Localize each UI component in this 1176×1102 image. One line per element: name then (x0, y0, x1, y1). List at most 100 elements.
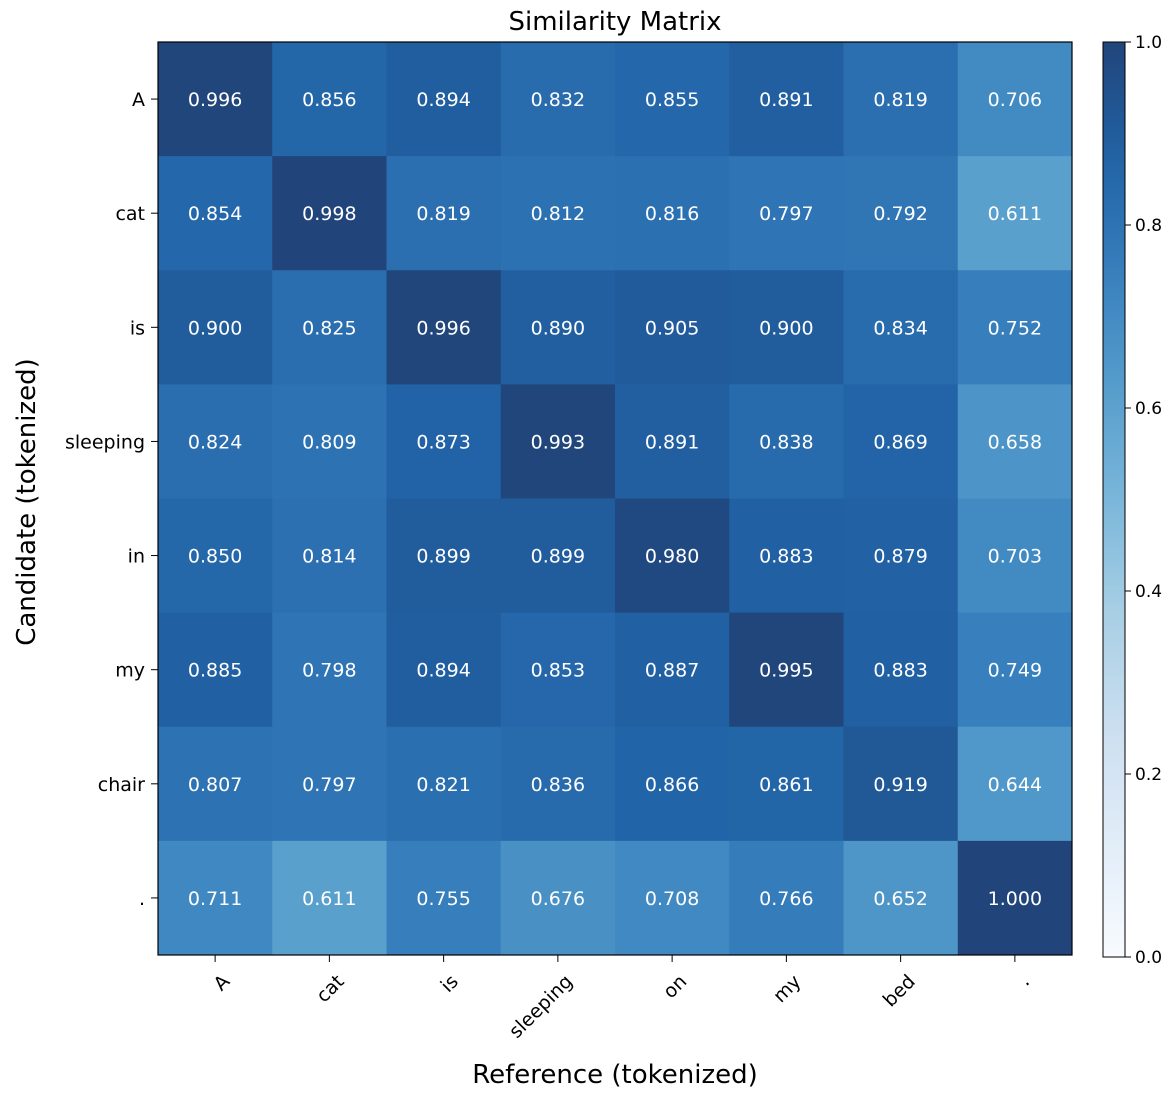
cell-value-label: 0.797 (759, 203, 813, 225)
colorbar-tick-label: 0.8 (1135, 216, 1162, 236)
cell-value-label: 0.883 (759, 546, 813, 568)
y-tick-label: is (130, 317, 145, 339)
heatmap-cell (729, 840, 844, 956)
cell-value-label: 0.838 (759, 431, 813, 453)
colorbar-tick-label: 0.2 (1135, 765, 1162, 785)
cell-value-label: 0.905 (645, 317, 699, 339)
cell-value-label: 0.873 (416, 431, 470, 453)
x-tick-label: cat (312, 971, 348, 1007)
cell-value-label: 0.996 (416, 317, 470, 339)
cell-value-label: 0.792 (873, 203, 927, 225)
y-tick-label: my (115, 660, 145, 682)
heatmap-cell (500, 270, 616, 385)
heatmap-cell (158, 270, 273, 385)
x-tick-label: is (436, 971, 462, 997)
x-tick-label: A (210, 971, 235, 996)
y-tick-label: cat (115, 203, 145, 225)
heatmap-cell (957, 42, 1073, 157)
heatmap-cell (158, 156, 273, 271)
cell-value-label: 0.900 (188, 317, 242, 339)
heatmap-cell (615, 156, 730, 271)
colorbar-gradient (1102, 41, 1126, 958)
cell-value-label: 0.711 (188, 888, 242, 910)
heatmap-cell (272, 42, 387, 157)
heatmap-cell (386, 726, 502, 842)
cell-value-label: 0.816 (645, 203, 699, 225)
heatmap-cell (729, 498, 844, 614)
heatmap-cell (500, 156, 616, 271)
y-tick-label: . (139, 888, 145, 910)
heatmap-cell (615, 726, 730, 842)
x-tick-label: on (659, 971, 691, 1003)
heatmap-cell (957, 840, 1073, 956)
cell-value-label: 0.836 (531, 774, 585, 796)
heatmap-cell (386, 612, 502, 728)
x-tick-label: . (1014, 971, 1034, 991)
cell-value-label: 0.676 (531, 888, 585, 910)
colorbar-tick-label: 0.0 (1135, 948, 1162, 968)
cell-value-label: 0.894 (416, 89, 470, 111)
cell-value-label: 0.899 (531, 546, 585, 568)
cell-value-label: 0.708 (645, 888, 699, 910)
y-tick-label: A (132, 89, 145, 111)
heatmap-cell (843, 498, 959, 614)
x-tick-label: sleeping (505, 971, 577, 1043)
heatmap-cell (957, 156, 1073, 271)
cell-value-label: 0.611 (988, 203, 1042, 225)
cell-value-label: 0.755 (416, 888, 470, 910)
heatmap-cell (386, 42, 502, 157)
cell-value-label: 0.856 (302, 89, 356, 111)
heatmap-cell (957, 384, 1073, 499)
heatmap-cell (843, 612, 959, 728)
cell-value-label: 0.749 (988, 660, 1042, 682)
heatmap-cell (272, 498, 387, 614)
heatmap-cell (843, 42, 959, 157)
heatmap-cell (386, 156, 502, 271)
cell-value-label: 0.998 (302, 203, 356, 225)
heatmap-cell (158, 384, 273, 499)
heatmap-cell (158, 726, 273, 842)
cell-value-label: 0.652 (873, 888, 927, 910)
cell-value-label: 0.807 (188, 774, 242, 796)
cell-value-label: 0.980 (645, 546, 699, 568)
heatmap-cell (158, 612, 273, 728)
cell-value-label: 0.855 (645, 89, 699, 111)
heatmap-cell (615, 270, 730, 385)
heatmap-cell (615, 42, 730, 157)
heatmap-cell (615, 612, 730, 728)
heatmap-cell (957, 612, 1073, 728)
cell-value-label: 0.883 (873, 660, 927, 682)
cell-value-label: 0.809 (302, 431, 356, 453)
heatmap-cell (386, 270, 502, 385)
cell-value-label: 0.821 (416, 774, 470, 796)
y-axis-label: Candidate (tokenized) (12, 358, 42, 646)
cell-value-label: 0.894 (416, 660, 470, 682)
y-tick-label: in (128, 546, 145, 568)
heatmap-cell (158, 840, 273, 956)
cell-value-label: 0.879 (873, 546, 927, 568)
cell-value-label: 0.611 (302, 888, 356, 910)
heatmap-cell (957, 498, 1073, 614)
heatmap-cell (500, 726, 616, 842)
cell-value-label: 0.834 (873, 317, 927, 339)
cell-value-label: 0.891 (759, 89, 813, 111)
cell-value-label: 0.644 (988, 774, 1042, 796)
heatmap-cell (729, 270, 844, 385)
heatmap-cell (729, 726, 844, 842)
cell-value-label: 0.995 (759, 660, 813, 682)
heatmap-cell (843, 384, 959, 499)
heatmap-cell (729, 42, 844, 157)
cell-value-label: 0.824 (188, 431, 242, 453)
x-axis-label: Reference (tokenized) (472, 1060, 758, 1090)
heatmap-cell (615, 384, 730, 499)
cell-value-label: 0.899 (416, 546, 470, 568)
heatmap-cell (729, 156, 844, 271)
heatmap-cell (272, 156, 387, 271)
heatmap-cell (615, 840, 730, 956)
cell-value-label: 0.798 (302, 660, 356, 682)
cell-value-label: 0.797 (302, 774, 356, 796)
heatmap-cell (729, 612, 844, 728)
